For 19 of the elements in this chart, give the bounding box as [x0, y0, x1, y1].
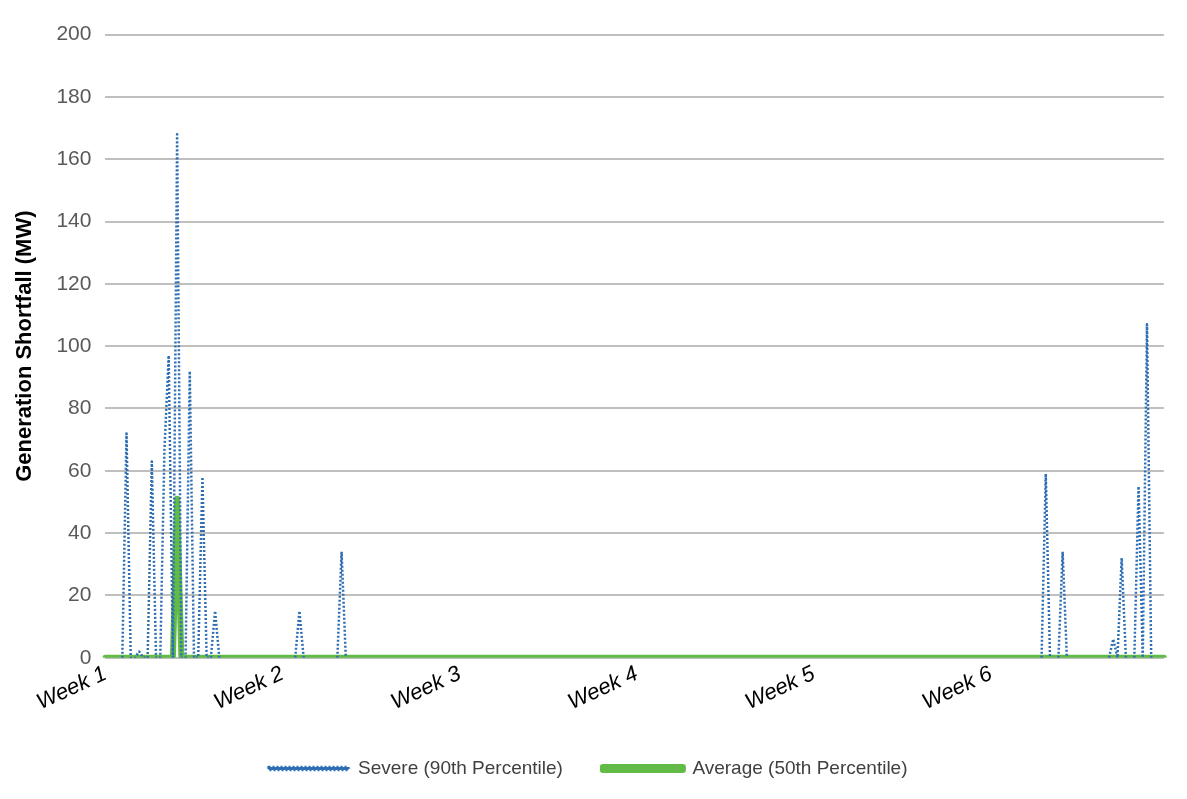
y-tick-label: 140	[56, 208, 92, 232]
x-tick-label: Week 3	[386, 659, 466, 715]
y-tick-label: 60	[68, 457, 92, 481]
y-tick-label: 160	[56, 146, 92, 170]
y-axis-title: Generation Shortfall (MW)	[11, 210, 37, 482]
x-tick-label: Week 6	[917, 659, 997, 715]
legend-label: Severe (90th Percentile)	[358, 756, 563, 778]
y-tick-label: 180	[56, 83, 92, 107]
y-tick-label: 0	[79, 644, 92, 668]
y-tick-label: 100	[56, 332, 92, 356]
y-tick-label: 20	[68, 582, 92, 606]
y-tick-label: 120	[56, 270, 92, 294]
legend-label: Average (50th Percentile)	[692, 756, 908, 778]
y-tick-label: 200	[56, 21, 92, 45]
y-tick-label: 40	[68, 519, 92, 543]
y-tick-label: 80	[68, 395, 92, 419]
x-tick-label: Week 5	[740, 659, 820, 715]
x-tick-label: Week 2	[209, 660, 288, 715]
x-tick-label: Week 4	[563, 660, 642, 715]
